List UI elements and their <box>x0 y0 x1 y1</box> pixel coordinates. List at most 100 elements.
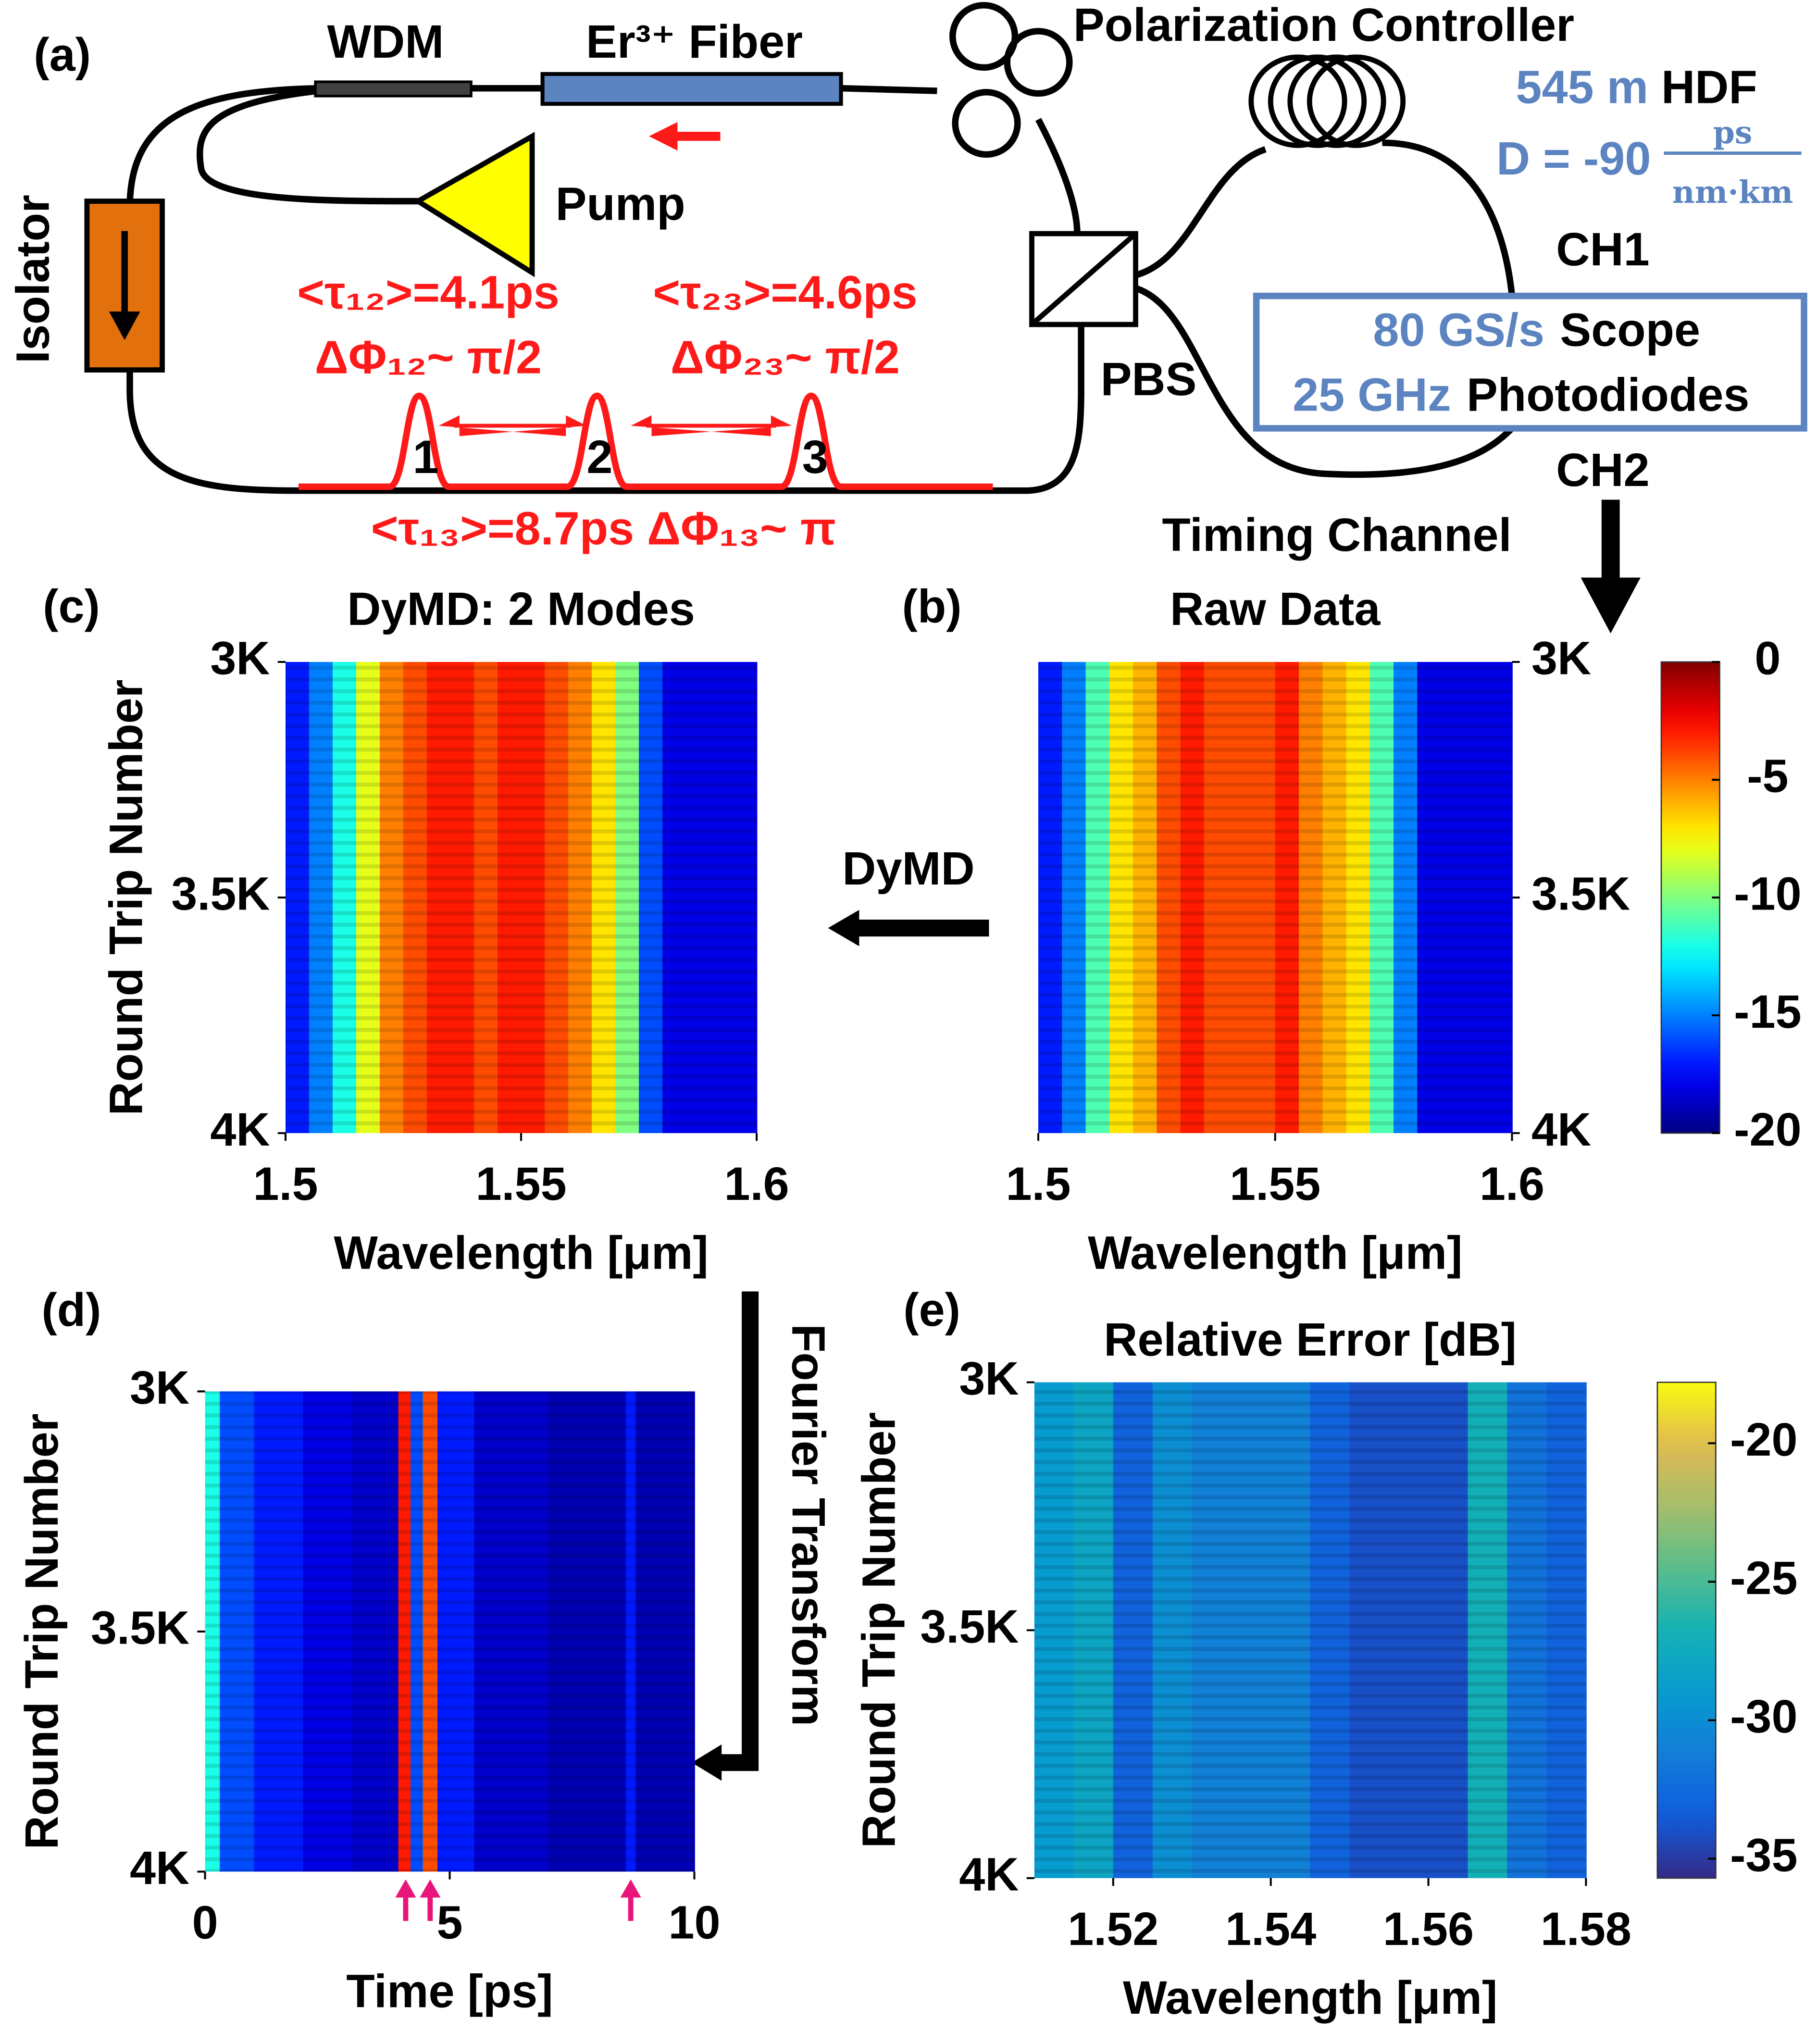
pbs-diagonal <box>1030 231 1138 327</box>
dymd-label: DyMD <box>842 842 974 895</box>
direction-arrowhead <box>649 122 678 151</box>
fourier-label: Fourier Transform <box>782 1324 834 1726</box>
chart-title: Relative Error [dB] <box>1104 1313 1517 1366</box>
x-tick-label: 1.5 <box>253 1158 318 1210</box>
timing-label: Timing Channel <box>1162 509 1511 561</box>
x-tick-label: 1.55 <box>475 1158 566 1210</box>
fiber-top <box>471 85 1081 234</box>
hdf-coil <box>1307 54 1406 148</box>
tau-label: <τ₁₂>=4.1ps <box>297 266 560 318</box>
row-texture <box>205 1391 695 1872</box>
phase-label: ΔΦ₂₃~ π/2 <box>671 331 900 383</box>
dymd-arrowhead <box>828 910 859 947</box>
timing-arrowhead <box>1581 577 1641 634</box>
y-tick-label: 3K <box>130 1361 189 1414</box>
fiber-loop <box>126 85 1084 494</box>
colorbar-tick-label: -10 <box>1734 868 1801 920</box>
y-tick-label: 3.5K <box>1531 868 1630 920</box>
hdf-coil <box>1268 54 1367 148</box>
x-tick-label: 10 <box>668 1896 720 1948</box>
colorbar-tick-label: -15 <box>1734 985 1801 1038</box>
colorbar-tick-label: -35 <box>1730 1829 1797 1881</box>
tau-label: <τ₂₃>=4.6ps <box>653 266 917 318</box>
marker-arrowhead <box>420 1879 441 1898</box>
pbs-label: PBS <box>1101 353 1197 405</box>
fiber-label: Er³⁺ Fiber <box>586 15 803 68</box>
dispersion-unit: ps <box>1713 114 1753 151</box>
row-texture <box>1034 1382 1586 1878</box>
row-texture <box>1038 662 1512 1134</box>
photodiodes-label: Photodiodes <box>1467 369 1749 421</box>
x-tick-label: 1.52 <box>1068 1903 1158 1955</box>
timing-arrow <box>1601 499 1620 580</box>
y-tick-label: 4K <box>210 1103 270 1156</box>
panel-label: (b) <box>902 580 962 633</box>
isolator-arrowhead <box>109 312 140 340</box>
pc-loop <box>952 88 1021 158</box>
diagram <box>126 2 1516 494</box>
pump-label: Pump <box>556 178 685 230</box>
y-axis-label: Round Trip Number <box>853 1412 905 1848</box>
pulses <box>299 392 993 490</box>
scope-box <box>1253 292 1807 432</box>
isolator-label: Isolator <box>6 195 59 363</box>
panel-label: (c) <box>43 580 100 633</box>
row-texture <box>286 662 757 1134</box>
y-axis-label: Round Trip Number <box>100 680 152 1116</box>
pulse-label: 1 <box>413 431 439 483</box>
x-tick-label: 1.54 <box>1225 1903 1316 1955</box>
y-tick-label: 3K <box>210 632 270 685</box>
marker-arrowhead <box>395 1879 416 1898</box>
dispersion-unit: nm·km <box>1672 174 1793 211</box>
colorbar <box>1660 661 1720 1134</box>
x-tick-label: 1.6 <box>724 1158 789 1210</box>
colorbar-tick-label: -25 <box>1730 1552 1797 1604</box>
x-axis-label: Wavelength [μm] <box>1123 1971 1497 2024</box>
x-axis-label: Wavelength [μm] <box>1088 1226 1462 1279</box>
fourier-arrow <box>716 1291 759 1771</box>
chart-title: Raw Data <box>1170 583 1381 635</box>
er-fiber <box>540 72 843 106</box>
pulse-label: 2 <box>586 431 612 483</box>
colorbar-tick-label: -30 <box>1730 1690 1797 1743</box>
scope-rate: 80 GS/s <box>1373 304 1544 356</box>
pump <box>412 132 535 277</box>
phase-label: ΔΦ₁₂~ π/2 <box>315 331 542 383</box>
marker-arrowhead <box>620 1879 641 1898</box>
separation-arrowheads <box>631 415 792 436</box>
pump-fiber <box>196 87 418 205</box>
x-tick-label: 1.6 <box>1480 1158 1544 1210</box>
colorbar-tick-label: -20 <box>1730 1413 1797 1466</box>
y-tick-label: 3.5K <box>171 868 270 920</box>
y-axis-label: Round Trip Number <box>15 1413 68 1849</box>
x-tick-label: 1.56 <box>1383 1903 1474 1955</box>
wdm-label: WDM <box>327 15 444 68</box>
y-tick-label: 3.5K <box>920 1600 1019 1653</box>
y-tick-label: 3K <box>959 1352 1019 1405</box>
ch1-fiber <box>1134 139 1516 297</box>
panel-label: (e) <box>903 1284 960 1336</box>
x-axis-label: Wavelength [μm] <box>334 1226 708 1279</box>
fourier-arrowhead <box>692 1744 722 1781</box>
tau-label: <τ₁₃>=8.7ps ΔΦ₁₃~ π <box>371 502 836 555</box>
x-axis-label: Time [ps] <box>346 1965 553 2018</box>
hdf-coil <box>1287 54 1386 148</box>
y-tick-label: 4K <box>1531 1103 1591 1156</box>
wdm <box>314 80 473 98</box>
scope-label: Scope <box>1560 304 1700 356</box>
panel-label: (d) <box>41 1284 101 1336</box>
y-tick-label: 3.5K <box>91 1602 189 1654</box>
x-tick-label: 0 <box>192 1896 218 1948</box>
x-tick-label: 1.55 <box>1230 1158 1320 1210</box>
hdf-coil <box>1248 54 1347 148</box>
y-tick-label: 4K <box>130 1842 189 1894</box>
colorbar-tick-label: 0 <box>1755 632 1780 685</box>
y-tick-label: 3K <box>1531 632 1591 685</box>
separation-arrowheads <box>438 415 587 436</box>
y-tick-label: 4K <box>959 1848 1019 1901</box>
chart-title: DyMD: 2 Modes <box>347 583 695 635</box>
colorbar <box>1656 1382 1717 1879</box>
x-tick-label: 1.5 <box>1006 1158 1070 1210</box>
